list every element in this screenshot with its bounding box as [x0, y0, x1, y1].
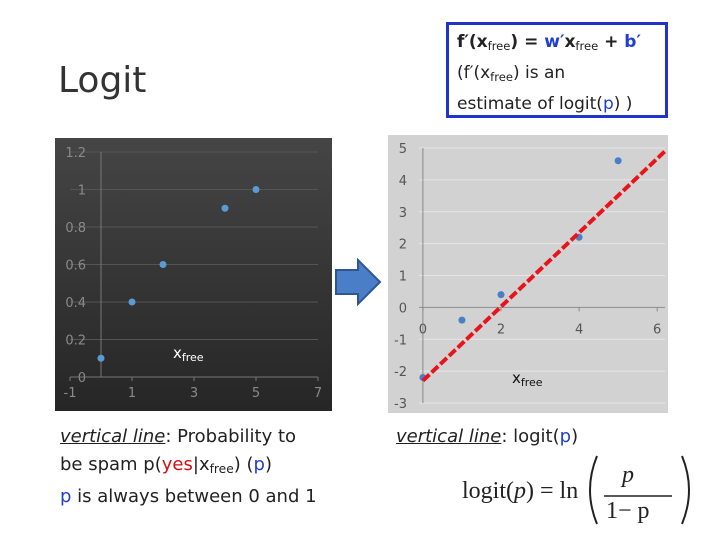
arrow	[335, 257, 382, 307]
label-sub: free	[521, 376, 543, 389]
text-run: vertical line	[396, 426, 502, 447]
text-run: )	[264, 454, 272, 475]
text-run: )	[571, 426, 579, 447]
x-tick-label: 6	[653, 322, 661, 337]
text-run: p	[514, 478, 526, 504]
text-line: estimate of logit(p) )	[457, 91, 665, 118]
text-run: b′	[624, 32, 641, 52]
paren	[589, 455, 690, 525]
formula-box: f′(xfree) = w′xfree + b′ (f′(xfree) is an…	[446, 22, 668, 118]
y-tick-label: 5	[399, 142, 407, 157]
text-run: w′	[544, 32, 565, 52]
text-run: be spam p(	[60, 454, 162, 475]
text-run: |x	[192, 454, 210, 475]
text-run: +	[598, 32, 625, 52]
text-run: vertical line	[60, 426, 166, 447]
formula: logit(p) = ln	[462, 478, 578, 505]
text-run: : Probability to	[165, 426, 297, 447]
left-caption: vertical line: Probability to be spam p(y…	[60, 423, 317, 511]
text-line: vertical line: Probability to	[60, 423, 317, 451]
text-run: yes	[161, 454, 193, 475]
y-tick-label: 0.6	[65, 259, 86, 274]
x-tick-label: -1	[64, 386, 77, 401]
y-tick-label: -1	[394, 333, 407, 348]
x-tick-label: 1	[128, 386, 136, 401]
y-tick-label: 2	[399, 238, 407, 253]
label-text: x	[173, 344, 182, 362]
text-run: ) (	[233, 454, 254, 475]
right-caption: vertical line: logit(p)	[396, 423, 578, 451]
text-line: (f′(xfree) is an	[457, 60, 665, 91]
x-tick-label: 0	[419, 322, 427, 337]
text-run: ) =	[510, 32, 545, 52]
text-run: free	[209, 462, 234, 477]
y-tick-label: 0.8	[65, 221, 86, 236]
x-tick-label: 7	[314, 386, 322, 401]
y-tick-label: -2	[394, 365, 407, 380]
text-run: ) is an	[512, 62, 566, 83]
text-run: logit(	[462, 478, 514, 504]
point	[159, 261, 167, 268]
text-run: p	[559, 426, 572, 447]
text-run: x	[564, 32, 576, 52]
text-run: p	[60, 486, 72, 508]
y-tick-label: -3	[394, 397, 407, 412]
text-run: (f′(x	[457, 62, 491, 83]
text-line: be spam p(yes|xfree) (p)	[60, 451, 317, 483]
text-run: free	[575, 38, 599, 53]
y-tick-label: 0.2	[65, 334, 86, 349]
text-line: vertical line: logit(p)	[396, 423, 578, 451]
x-tick-label: 3	[190, 386, 198, 401]
chart-area	[388, 135, 668, 413]
text-run: p	[602, 93, 614, 114]
text-run: p	[253, 454, 265, 475]
slide-title: Logit	[58, 60, 147, 101]
label-sub: free	[182, 351, 204, 364]
y-tick-label: 0	[399, 301, 407, 316]
text-run: f′(x	[457, 32, 488, 52]
text-run: free	[487, 38, 511, 53]
text-line: p is always between 0 and 1	[60, 483, 317, 511]
y-tick-label: 1	[399, 270, 407, 285]
label-text: x	[512, 369, 521, 387]
point	[614, 157, 622, 165]
y-tick-label: 3	[399, 206, 407, 221]
y-tick-label: 4	[399, 174, 407, 189]
y-tick-label: 0	[78, 371, 86, 386]
point	[458, 316, 466, 324]
text-run: free	[490, 69, 513, 84]
y-tick-label: 0.4	[65, 296, 86, 311]
y-tick-label: 1.2	[65, 146, 86, 161]
text-line: f′(xfree) = w′xfree + b′	[457, 29, 665, 60]
formula-num: p	[622, 462, 634, 488]
point	[128, 298, 136, 306]
y-tick-label: 1	[78, 184, 86, 199]
x-axis-label: xfree	[173, 344, 204, 364]
chart-area	[55, 138, 332, 411]
point	[497, 291, 505, 299]
point	[97, 354, 105, 362]
x-tick-label: 2	[497, 322, 505, 337]
point	[252, 186, 260, 193]
trend-line	[421, 149, 667, 383]
text-run: is always between 0 and 1	[71, 486, 317, 508]
text-run: : logit(	[501, 426, 560, 447]
text-run: ) )	[613, 93, 633, 114]
x-axis-label: xfree	[512, 369, 543, 389]
text-run: estimate of logit(	[457, 93, 603, 114]
text-run: ) = ln	[526, 478, 579, 504]
x-tick-label: 4	[575, 322, 583, 337]
formula-den: 1− p	[606, 498, 650, 524]
point	[221, 204, 229, 212]
x-tick-label: 5	[252, 386, 260, 401]
